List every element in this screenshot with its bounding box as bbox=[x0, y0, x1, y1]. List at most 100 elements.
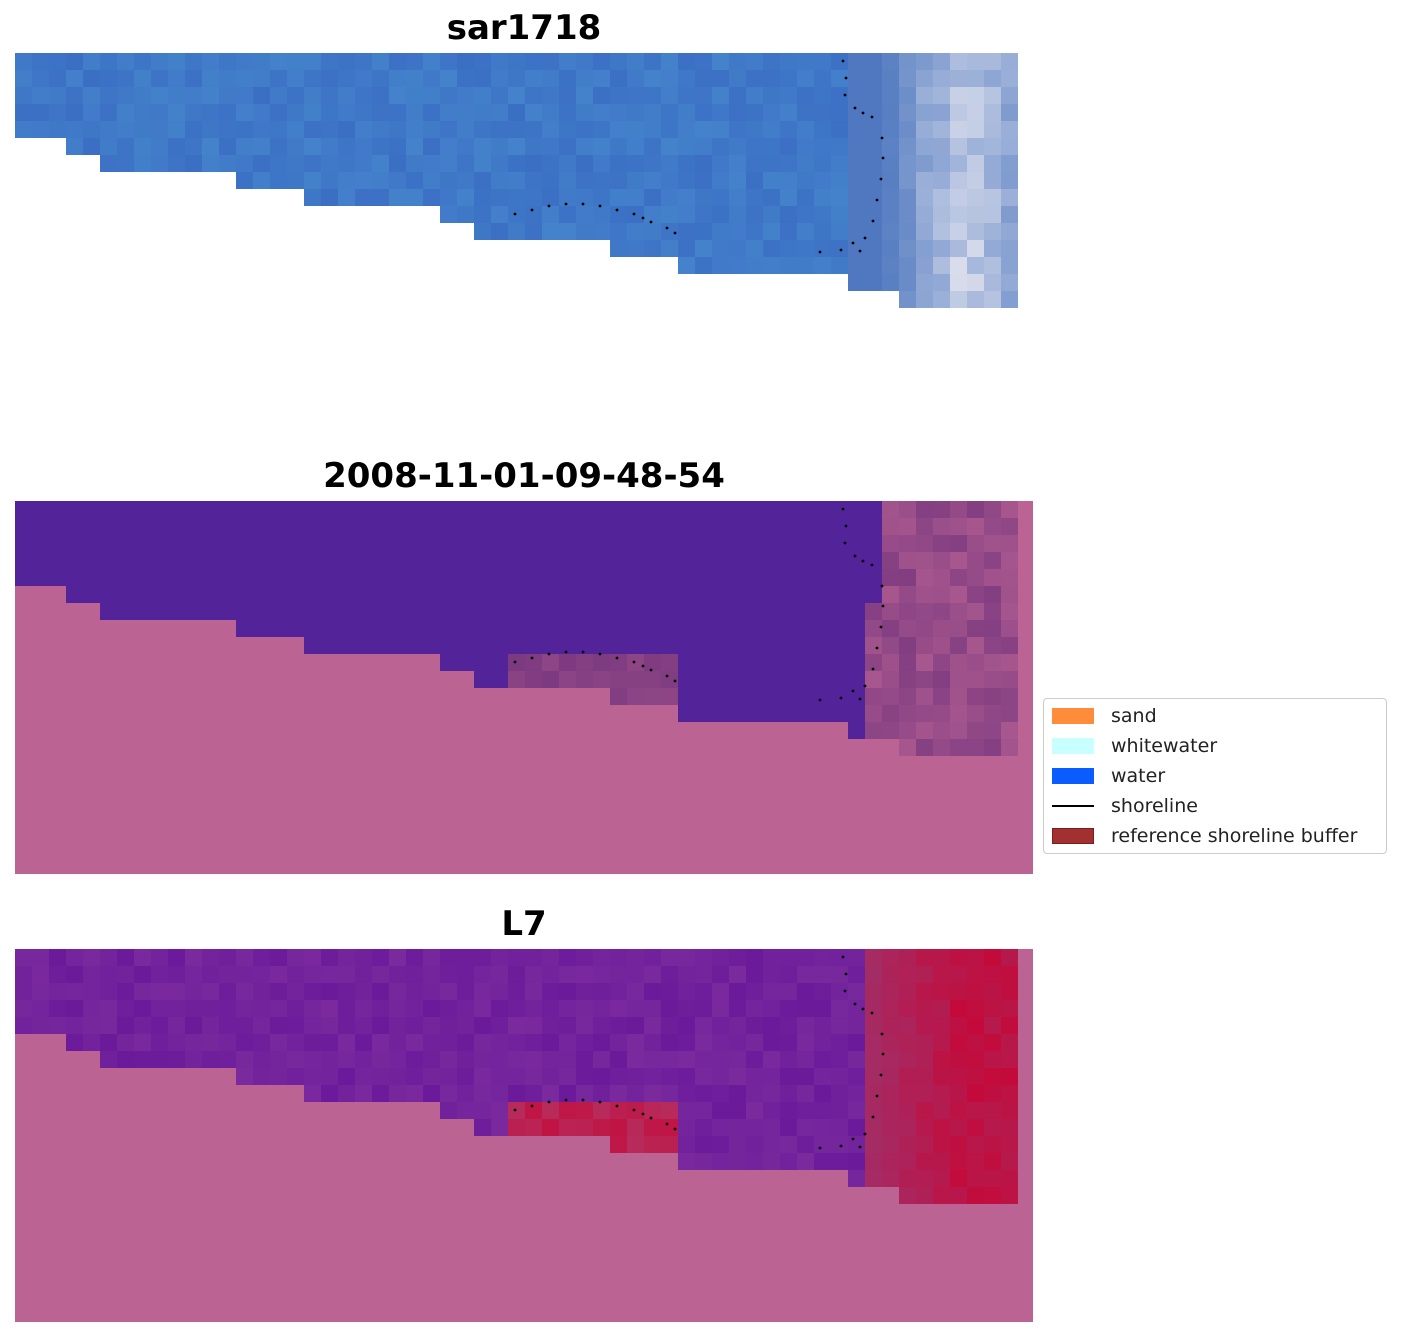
pixel bbox=[950, 53, 967, 70]
pixel bbox=[695, 586, 712, 603]
shoreline-dot bbox=[673, 679, 677, 683]
pixel bbox=[219, 518, 236, 535]
pixel bbox=[287, 983, 304, 1000]
shoreline-dot bbox=[871, 219, 875, 223]
pixel bbox=[763, 518, 780, 535]
pixel bbox=[950, 705, 967, 722]
pixel bbox=[525, 637, 542, 654]
pixel bbox=[185, 1051, 202, 1068]
pixel bbox=[423, 104, 440, 121]
pixel bbox=[763, 1068, 780, 1085]
pixel bbox=[695, 1119, 712, 1136]
pixel bbox=[508, 983, 525, 1000]
pixel bbox=[542, 671, 559, 688]
pixel bbox=[593, 1017, 610, 1034]
pixel bbox=[372, 518, 389, 535]
pixel bbox=[899, 739, 916, 756]
pixel bbox=[440, 586, 457, 603]
pixel bbox=[389, 603, 406, 620]
pixel bbox=[729, 1034, 746, 1051]
legend-label: sand bbox=[1111, 705, 1157, 727]
pixel bbox=[797, 1136, 814, 1153]
pixel bbox=[202, 1017, 219, 1034]
pixel bbox=[984, 1136, 1001, 1153]
pixel bbox=[916, 138, 933, 155]
pixel bbox=[933, 1051, 950, 1068]
pixel bbox=[729, 1051, 746, 1068]
pixel bbox=[644, 586, 661, 603]
pixel bbox=[780, 518, 797, 535]
pixel bbox=[899, 87, 916, 104]
pixel bbox=[338, 620, 355, 637]
pixel bbox=[525, 535, 542, 552]
shoreline-dot bbox=[598, 1100, 602, 1104]
pixel bbox=[508, 603, 525, 620]
pixel bbox=[831, 1136, 848, 1153]
pixel bbox=[440, 518, 457, 535]
pixel bbox=[814, 949, 831, 966]
pixel bbox=[678, 172, 695, 189]
pixel bbox=[729, 189, 746, 206]
pixel bbox=[576, 104, 593, 121]
pixel bbox=[729, 1102, 746, 1119]
pixel bbox=[916, 518, 933, 535]
pixel bbox=[525, 189, 542, 206]
pixel bbox=[984, 1153, 1001, 1170]
pixel bbox=[746, 671, 763, 688]
shoreline-dot bbox=[843, 989, 847, 993]
pixel bbox=[627, 586, 644, 603]
pixel bbox=[610, 569, 627, 586]
pixel bbox=[712, 535, 729, 552]
pixel bbox=[185, 535, 202, 552]
pixel bbox=[474, 1102, 491, 1119]
pixel bbox=[933, 949, 950, 966]
pixel bbox=[525, 121, 542, 138]
pixel bbox=[185, 138, 202, 155]
pixel bbox=[202, 1000, 219, 1017]
pixel bbox=[542, 637, 559, 654]
pixel bbox=[967, 274, 984, 291]
pixel bbox=[678, 501, 695, 518]
pixel bbox=[933, 983, 950, 1000]
pixel bbox=[1001, 620, 1018, 637]
pixel bbox=[882, 654, 899, 671]
pixel bbox=[814, 1102, 831, 1119]
pixel bbox=[848, 603, 865, 620]
pixel bbox=[508, 1102, 525, 1119]
pixel bbox=[508, 155, 525, 172]
pixel bbox=[355, 1000, 372, 1017]
pixel bbox=[627, 637, 644, 654]
pixel bbox=[661, 1102, 678, 1119]
pixel bbox=[542, 1000, 559, 1017]
pixel bbox=[338, 637, 355, 654]
pixel bbox=[984, 705, 1001, 722]
pixel bbox=[185, 569, 202, 586]
pixel bbox=[627, 87, 644, 104]
pixel bbox=[678, 70, 695, 87]
shoreline-dot bbox=[839, 1144, 843, 1148]
shoreline-dot bbox=[844, 524, 848, 528]
pixel bbox=[593, 189, 610, 206]
pixel bbox=[899, 722, 916, 739]
pixel bbox=[1001, 671, 1018, 688]
rgb-pixels bbox=[15, 53, 1018, 308]
pixel bbox=[610, 501, 627, 518]
pixel bbox=[729, 155, 746, 172]
pixel bbox=[185, 87, 202, 104]
pixel bbox=[950, 535, 967, 552]
pixel bbox=[15, 87, 32, 104]
pixel bbox=[984, 1034, 1001, 1051]
pixel bbox=[831, 535, 848, 552]
pixel bbox=[542, 518, 559, 535]
pixel bbox=[321, 1085, 338, 1102]
pixel bbox=[814, 87, 831, 104]
pixel bbox=[576, 654, 593, 671]
pixel bbox=[66, 1000, 83, 1017]
pixel bbox=[848, 138, 865, 155]
pixel bbox=[882, 620, 899, 637]
pixel bbox=[32, 966, 49, 983]
pixel bbox=[882, 1034, 899, 1051]
pixel bbox=[304, 949, 321, 966]
pixel bbox=[899, 240, 916, 257]
pixel bbox=[950, 1102, 967, 1119]
